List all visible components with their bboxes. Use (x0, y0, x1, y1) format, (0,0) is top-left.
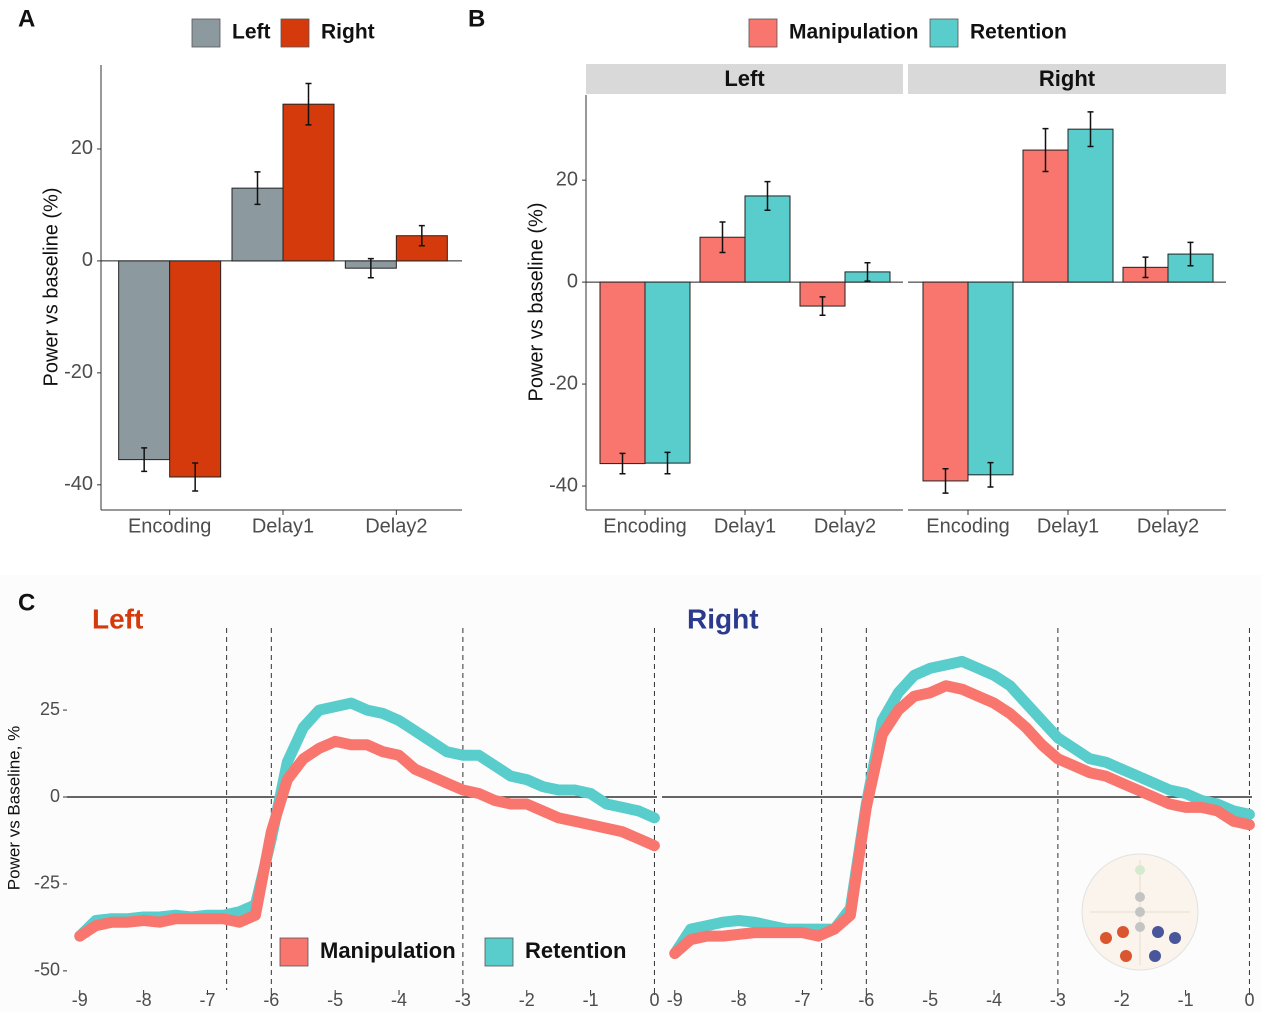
bar (1068, 129, 1113, 282)
x-tick-label: -9 (72, 990, 88, 1010)
facet-title: Right (687, 603, 759, 634)
panel-label: A (18, 5, 35, 32)
bar (968, 282, 1013, 475)
legend-swatch (192, 19, 220, 47)
x-tick-label: -7 (794, 990, 810, 1010)
y-tick-label: 20 (71, 137, 93, 159)
legend-label: Left (232, 21, 271, 44)
x-tick-label: Delay1 (714, 515, 776, 537)
legend-label: Manipulation (320, 938, 456, 963)
x-tick-label: Encoding (603, 515, 686, 537)
y-axis-label: Power vs baseline (%) (40, 188, 62, 387)
x-tick-label: -6 (263, 990, 279, 1010)
panel-c-background (0, 575, 1261, 1012)
x-tick-label: -3 (1050, 990, 1066, 1010)
y-tick-label: -50 (34, 960, 60, 980)
y-axis-label: Power vs Baseline, % (4, 726, 23, 890)
facet-title: Left (724, 66, 765, 91)
bar (645, 282, 690, 463)
y-axis-label: Power vs baseline (%) (525, 203, 547, 402)
x-tick-label: -6 (858, 990, 874, 1010)
bar (283, 104, 334, 261)
legend-swatch (485, 938, 513, 966)
panel-label: C (18, 589, 35, 616)
legend-swatch (749, 19, 777, 47)
x-tick-label: Delay1 (1037, 515, 1099, 537)
legend-label: Right (321, 21, 375, 44)
x-tick-label: -4 (986, 990, 1002, 1010)
x-tick-label: -3 (455, 990, 471, 1010)
y-tick-label: 0 (50, 786, 60, 806)
y-tick-label: -25 (34, 873, 60, 893)
y-tick-label: -40 (64, 473, 93, 495)
x-tick-label: -1 (583, 990, 599, 1010)
x-tick-label: -9 (667, 990, 683, 1010)
bar (923, 282, 968, 481)
legend-swatch (281, 19, 309, 47)
head-inset (1082, 854, 1198, 970)
x-tick-label: 0 (1244, 990, 1254, 1010)
x-tick-label: Encoding (128, 515, 211, 537)
y-tick-label: -20 (64, 361, 93, 383)
legend-label: Manipulation (789, 21, 919, 44)
x-tick-label: -7 (199, 990, 215, 1010)
x-tick-label: 0 (649, 990, 659, 1010)
x-tick-label: Encoding (926, 515, 1009, 537)
legend-label: Retention (970, 21, 1067, 44)
x-tick-label: -1 (1178, 990, 1194, 1010)
y-tick-label: -40 (549, 474, 578, 496)
facet-title: Left (92, 603, 143, 634)
figure: A-40-20020Power vs baseline (%)EncodingD… (0, 0, 1261, 1012)
x-tick-label: -5 (327, 990, 343, 1010)
y-tick-label: 0 (82, 249, 93, 271)
y-tick-label: 20 (556, 168, 578, 190)
y-tick-label: -20 (549, 372, 578, 394)
x-tick-label: Delay2 (1137, 515, 1199, 537)
x-tick-label: -4 (391, 990, 407, 1010)
legend-swatch (280, 938, 308, 966)
bar (119, 261, 170, 460)
x-tick-label: -5 (922, 990, 938, 1010)
legend-label: Retention (525, 938, 626, 963)
y-tick-label: 25 (40, 699, 60, 719)
legend-swatch (930, 19, 958, 47)
bar (600, 282, 645, 463)
x-tick-label: -2 (1114, 990, 1130, 1010)
x-tick-label: Delay2 (814, 515, 876, 537)
x-tick-label: -8 (136, 990, 152, 1010)
x-tick-label: -8 (731, 990, 747, 1010)
y-tick-label: 0 (567, 270, 578, 292)
facet-title: Right (1039, 66, 1096, 91)
bar (170, 261, 221, 477)
x-tick-label: Delay1 (252, 515, 314, 537)
panel-label: B (468, 5, 485, 32)
x-tick-label: -2 (519, 990, 535, 1010)
x-tick-label: Delay2 (365, 515, 427, 537)
